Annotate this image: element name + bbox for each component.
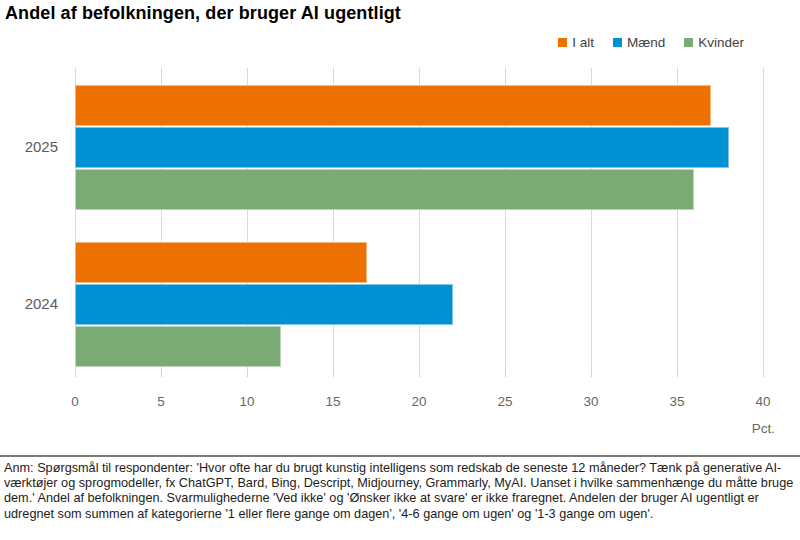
x-tick-label-30: 30 — [583, 394, 598, 409]
y-axis-label-2025: 2025 — [0, 138, 58, 156]
x-tick-mark-35 — [677, 368, 678, 377]
x-axis-unit-label: Pct. — [700, 421, 775, 436]
chart-card: Andel af befolkningen, der bruger AI uge… — [0, 0, 800, 540]
bar-2025-kvinder — [75, 169, 694, 210]
x-tick-mark-0 — [75, 368, 76, 377]
legend-label: Kvinder — [698, 35, 744, 50]
x-tick-mark-15 — [333, 368, 334, 377]
legend-swatch-icon — [613, 38, 622, 47]
bar-group-2024 — [75, 242, 763, 367]
legend-item-kvinder: Kvinder — [684, 35, 744, 50]
x-tick-label-10: 10 — [239, 394, 254, 409]
x-tick-mark-40 — [763, 368, 764, 377]
x-tick-label-25: 25 — [497, 394, 512, 409]
x-tick-mark-30 — [591, 368, 592, 377]
legend-item-i-alt: I alt — [558, 35, 594, 50]
legend-swatch-icon — [558, 38, 567, 47]
bar-2024-kvinder — [75, 326, 281, 367]
legend-item-m-nd: Mænd — [613, 35, 665, 50]
x-tick-label-35: 35 — [669, 394, 684, 409]
x-tick-label-5: 5 — [157, 394, 165, 409]
bar-2025-i-alt — [75, 85, 711, 126]
x-tick-label-0: 0 — [71, 394, 79, 409]
footnote: Anm: Spørgsmål til respondenter: 'Hvor o… — [4, 461, 797, 522]
legend-label: Mænd — [627, 35, 665, 50]
x-tick-label-20: 20 — [411, 394, 426, 409]
bar-2025-m-nd — [75, 127, 729, 168]
footnote-divider — [0, 455, 800, 457]
legend-label: I alt — [572, 35, 594, 50]
x-tick-mark-20 — [419, 368, 420, 377]
x-axis-ticks — [75, 368, 763, 377]
x-tick-label-15: 15 — [325, 394, 340, 409]
plot-area — [75, 68, 763, 368]
x-tick-label-40: 40 — [755, 394, 770, 409]
x-tick-mark-10 — [247, 368, 248, 377]
chart-title: Andel af befolkningen, der bruger AI uge… — [5, 3, 401, 24]
x-axis-tick-labels: 0510152025303540 — [75, 394, 763, 411]
y-axis-label-2024: 2024 — [0, 295, 58, 313]
legend-swatch-icon — [684, 38, 693, 47]
x-tick-mark-25 — [505, 368, 506, 377]
bar-2024-m-nd — [75, 284, 453, 325]
legend: I alt Mænd Kvinder — [558, 33, 744, 51]
x-tick-mark-5 — [161, 368, 162, 377]
bar-group-2025 — [75, 85, 763, 210]
bar-2024-i-alt — [75, 242, 367, 283]
